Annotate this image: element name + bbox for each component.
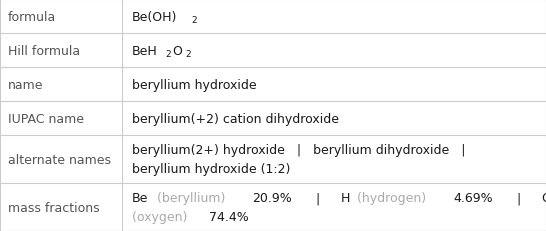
Text: mass fractions: mass fractions bbox=[8, 201, 99, 214]
Text: 74.4%: 74.4% bbox=[209, 210, 249, 223]
Text: |: | bbox=[304, 191, 333, 204]
Text: 4.69%: 4.69% bbox=[453, 191, 492, 204]
Text: name: name bbox=[8, 79, 44, 91]
Text: Be: Be bbox=[132, 191, 149, 204]
Text: 2: 2 bbox=[165, 49, 171, 58]
Text: alternate names: alternate names bbox=[8, 153, 111, 166]
Text: (beryllium): (beryllium) bbox=[153, 191, 230, 204]
Text: O: O bbox=[173, 45, 182, 58]
Text: formula: formula bbox=[8, 11, 56, 24]
Text: O: O bbox=[541, 191, 546, 204]
Text: beryllium(+2) cation dihydroxide: beryllium(+2) cation dihydroxide bbox=[132, 112, 339, 125]
Text: 20.9%: 20.9% bbox=[252, 191, 292, 204]
Text: Be(OH): Be(OH) bbox=[132, 11, 177, 24]
Text: Hill formula: Hill formula bbox=[8, 45, 80, 58]
Text: H: H bbox=[341, 191, 350, 204]
Text: 2: 2 bbox=[186, 49, 191, 58]
Text: (oxygen): (oxygen) bbox=[132, 210, 192, 223]
Text: BeH: BeH bbox=[132, 45, 158, 58]
Text: |: | bbox=[505, 191, 533, 204]
Text: (hydrogen): (hydrogen) bbox=[353, 191, 430, 204]
Text: beryllium hydroxide (1:2): beryllium hydroxide (1:2) bbox=[132, 163, 290, 176]
Text: 2: 2 bbox=[191, 15, 197, 24]
Text: IUPAC name: IUPAC name bbox=[8, 112, 84, 125]
Text: beryllium hydroxide: beryllium hydroxide bbox=[132, 79, 257, 91]
Text: beryllium(2+) hydroxide   |   beryllium dihydroxide   |: beryllium(2+) hydroxide | beryllium dihy… bbox=[132, 144, 466, 157]
